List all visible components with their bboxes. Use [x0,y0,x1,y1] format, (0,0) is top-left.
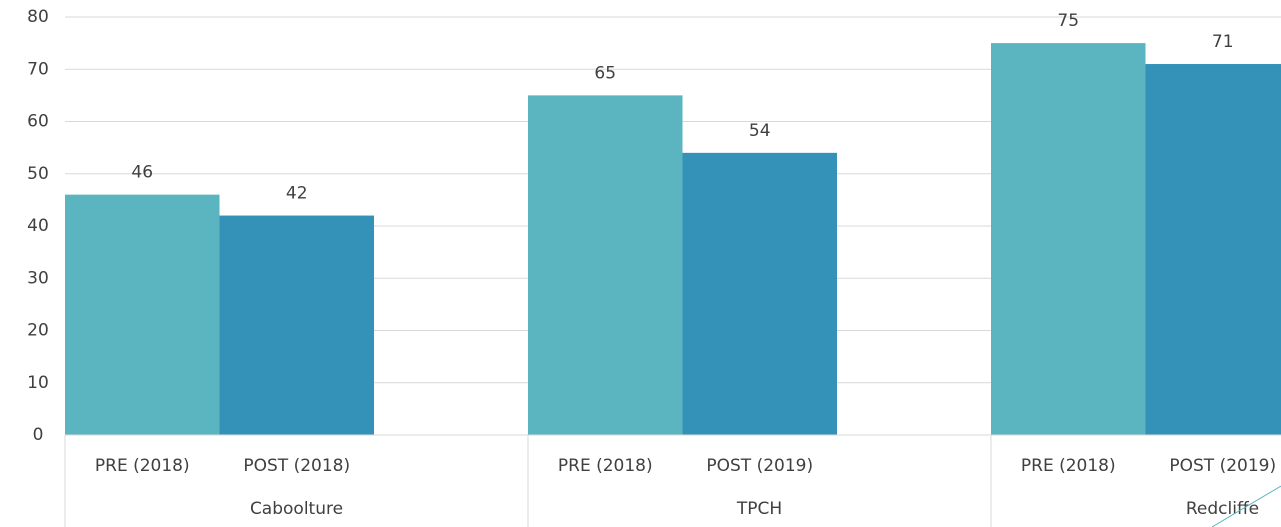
y-tick-label: 40 [27,216,49,236]
value-label: 71 [1212,32,1234,52]
x-tick-label: POST (2018) [243,456,350,476]
bar [65,194,220,435]
y-tick-label: 50 [27,164,49,184]
bar [1145,64,1281,436]
x-tick-label: PRE (2018) [558,456,653,476]
decoration [1211,485,1281,527]
x-tick-label: PRE (2018) [95,456,190,476]
x-tick-label: POST (2019) [706,456,813,476]
x-tick-label: PRE (2018) [1021,456,1116,476]
y-tick-label: 10 [27,373,49,393]
bar [219,215,374,435]
x-tick-label: POST (2019) [1169,456,1276,476]
y-tick-label: 0 [33,425,44,445]
y-tick-label: 70 [27,59,49,79]
value-label: 46 [131,163,153,183]
value-label: 75 [1057,11,1079,31]
y-tick-label: 30 [27,268,49,288]
value-label: 65 [594,63,616,83]
y-tick-label: 20 [27,321,49,341]
x-group-label: TPCH [736,499,782,519]
x-group-label: Redcliffe [1186,499,1259,519]
value-label: 42 [286,184,308,204]
y-tick-label: 80 [27,7,49,27]
bar [682,152,837,435]
bar [991,43,1146,435]
value-label: 54 [749,121,771,141]
bar [528,95,683,435]
y-tick-label: 60 [27,112,49,132]
x-group-label: Caboolture [250,499,343,519]
